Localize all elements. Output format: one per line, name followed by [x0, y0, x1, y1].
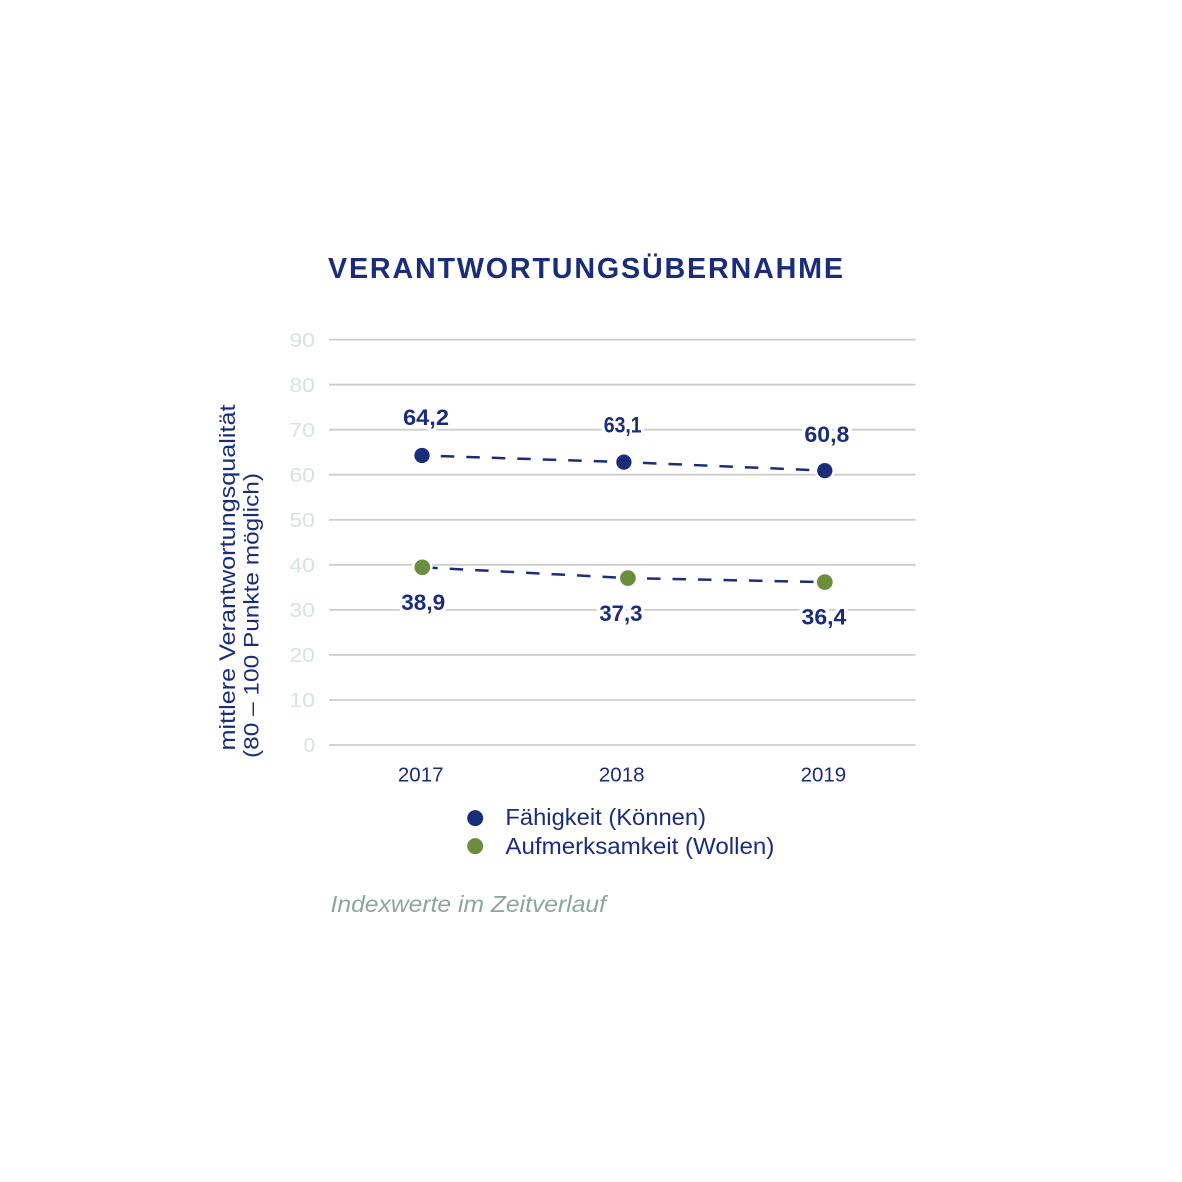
- svg-text:2017: 2017: [398, 764, 444, 787]
- svg-text:20: 20: [289, 644, 315, 667]
- svg-text:10: 10: [289, 689, 315, 712]
- svg-text:2018: 2018: [599, 764, 645, 787]
- svg-text:Fähigkeit (Können): Fähigkeit (Können): [505, 804, 706, 830]
- svg-text:2019: 2019: [801, 764, 847, 787]
- svg-text:37,3: 37,3: [599, 601, 642, 626]
- svg-text:38,9: 38,9: [401, 590, 445, 615]
- svg-text:60,8: 60,8: [804, 422, 849, 447]
- svg-text:70: 70: [289, 419, 315, 442]
- svg-text:(80 – 100 Punkte möglich): (80 – 100 Punkte möglich): [240, 473, 263, 758]
- svg-text:30: 30: [289, 599, 315, 622]
- svg-text:80: 80: [289, 374, 315, 397]
- svg-text:40: 40: [289, 554, 315, 577]
- svg-text:36,4: 36,4: [802, 605, 847, 630]
- svg-text:64,2: 64,2: [403, 405, 449, 430]
- svg-text:90: 90: [289, 329, 315, 352]
- svg-text:VERANTWORTUNGSÜBERNAHME: VERANTWORTUNGSÜBERNAHME: [328, 252, 843, 285]
- svg-text:Aufmerksamkeit (Wollen): Aufmerksamkeit (Wollen): [505, 833, 774, 859]
- svg-text:0: 0: [304, 734, 315, 757]
- svg-text:60: 60: [289, 464, 315, 487]
- svg-text:63,1: 63,1: [604, 413, 642, 438]
- svg-text:50: 50: [289, 509, 315, 532]
- svg-text:Indexwerte im Zeitverlauf: Indexwerte im Zeitverlauf: [331, 891, 609, 917]
- svg-text:mittlere Verantwortungsqualitä: mittlere Verantwortungsqualität: [215, 405, 240, 751]
